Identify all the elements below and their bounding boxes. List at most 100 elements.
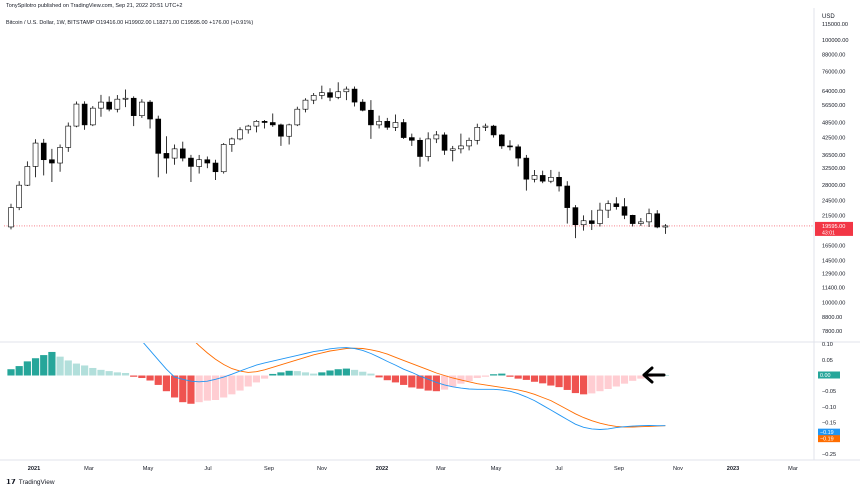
price-tick-label: 11400.00 xyxy=(822,286,845,292)
time-tick-label: Mar xyxy=(436,466,446,472)
tradingview-logo: 𝟭𝟳 TradingView xyxy=(6,478,55,487)
price-tick-label: 10000.00 xyxy=(822,301,845,307)
macd-histogram-bar xyxy=(449,375,457,387)
candle-down xyxy=(130,97,137,116)
macd-histogram-bar xyxy=(350,369,359,376)
candle-up xyxy=(343,88,350,93)
macd-tick-label: 0.10 xyxy=(822,342,833,348)
candle-down xyxy=(556,177,562,187)
time-tick-label: Jul xyxy=(555,466,562,472)
candle-down xyxy=(572,207,579,226)
candle-up xyxy=(237,129,243,140)
time-tick-label: Sep xyxy=(614,466,624,472)
candle-up xyxy=(597,209,603,224)
candle-down xyxy=(106,101,112,110)
price-tick-label: 56500.00 xyxy=(822,103,845,109)
price-tick-label: 28000.00 xyxy=(822,183,845,189)
macd-histogram-bar xyxy=(15,366,23,376)
price-tick-label: 32500.00 xyxy=(822,166,845,172)
candle-up xyxy=(98,101,104,109)
candle-down xyxy=(81,103,88,126)
candle-down xyxy=(155,118,162,154)
candle-up xyxy=(302,99,309,110)
candle-down xyxy=(629,215,636,224)
macd-histogram-bar xyxy=(211,375,220,400)
macd-histogram-bar xyxy=(596,375,604,392)
price-tick-label: 36500.00 xyxy=(822,153,845,159)
price-tick-label: 21500.00 xyxy=(822,213,845,219)
macd-tick-label: 0.05 xyxy=(822,358,833,364)
macd-histogram-bar xyxy=(514,375,522,379)
candle-up xyxy=(196,159,202,167)
macd-histogram-bar xyxy=(408,375,416,388)
candle-up xyxy=(474,127,481,141)
price-tick-label: 76000.00 xyxy=(822,69,845,75)
macd-histogram-bar xyxy=(555,375,563,388)
macd-histogram-bar xyxy=(334,369,342,376)
candle-down xyxy=(204,159,211,164)
macd-histogram-bar xyxy=(121,372,130,376)
time-tick-label: Jul xyxy=(204,466,211,472)
candle-down xyxy=(588,220,595,224)
macd-histogram-bar xyxy=(310,373,318,376)
macd-histogram-bar xyxy=(130,375,138,377)
candle-up xyxy=(531,175,538,180)
price-tick-label: 8800.00 xyxy=(822,315,842,321)
candle-down xyxy=(49,159,55,164)
macd-histogram-bar xyxy=(400,375,408,385)
candle-up xyxy=(662,225,669,228)
macd-histogram-bar xyxy=(56,356,64,376)
macd-histogram-bar xyxy=(318,372,326,376)
signal-line xyxy=(195,343,666,428)
candle-up xyxy=(253,121,260,127)
macd-histogram-bar xyxy=(375,375,383,378)
candle-down xyxy=(498,134,505,147)
macd-histogram-bar xyxy=(481,375,490,377)
macd-histogram-bar xyxy=(637,375,645,379)
candle-up xyxy=(638,221,644,224)
candle-down xyxy=(523,157,530,180)
currency-label: USD xyxy=(822,14,835,20)
candle-up xyxy=(466,139,472,147)
macd-histogram-bar xyxy=(424,375,432,391)
macd-value-tag xyxy=(818,435,840,443)
time-tick-label: Nov xyxy=(673,466,683,472)
macd-histogram-bar xyxy=(236,375,244,391)
macd-histogram-bar xyxy=(269,373,277,376)
macd-histogram-bar xyxy=(506,375,514,377)
macd-histogram-bar xyxy=(187,375,195,404)
macd-histogram-bar xyxy=(563,375,571,390)
macd-histogram-bar xyxy=(629,375,637,381)
candle-up xyxy=(433,134,440,140)
candle-down xyxy=(613,203,620,207)
macd-histogram-bar xyxy=(547,375,555,386)
candle-down xyxy=(359,101,366,111)
candle-down xyxy=(409,137,415,141)
candle-down xyxy=(188,157,194,167)
macd-histogram-bar xyxy=(326,370,334,376)
candle-down xyxy=(40,142,47,161)
candle-down xyxy=(269,122,276,126)
macd-histogram-bar xyxy=(522,375,530,380)
price-tick-label: 100000.00 xyxy=(822,38,848,44)
last-price-value: 19595.00 xyxy=(822,224,845,230)
time-tick-label: 2023 xyxy=(727,466,739,472)
tradingview-brand-label: TradingView xyxy=(18,478,55,486)
macd-histogram-bar xyxy=(367,373,375,376)
macd-value-tag-label: −0.19 xyxy=(820,430,834,436)
candle-up xyxy=(139,101,145,116)
macd-histogram-bar xyxy=(72,363,81,376)
candle-down xyxy=(384,121,391,128)
macd-histogram-bar xyxy=(342,368,350,376)
candle-down xyxy=(515,146,521,159)
candle-up xyxy=(122,97,129,100)
macd-histogram-bar xyxy=(416,375,424,389)
macd-histogram-bar xyxy=(40,355,48,376)
candle-down xyxy=(368,109,374,126)
macd-histogram-bar xyxy=(23,361,31,376)
candle-up xyxy=(376,121,382,126)
time-tick-label: Nov xyxy=(317,466,327,472)
macd-histogram-bar xyxy=(620,375,629,384)
candle-down xyxy=(621,206,628,216)
